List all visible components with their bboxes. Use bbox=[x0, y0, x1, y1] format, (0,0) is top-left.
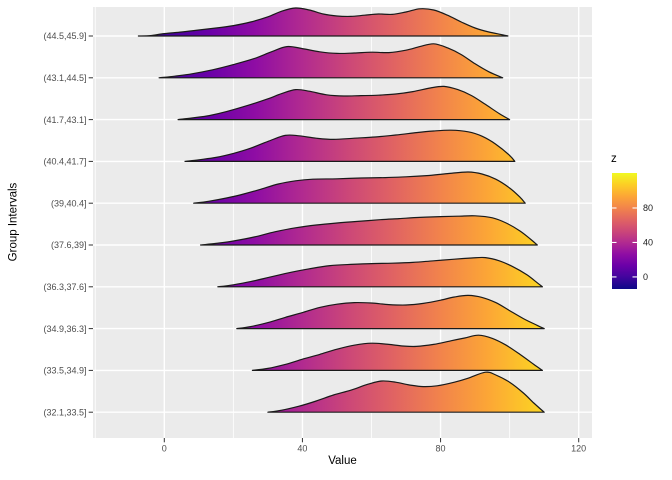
y-tick-label: (33.5,34.9] bbox=[43, 366, 86, 376]
y-tick-label: (40.4,41.7] bbox=[43, 157, 86, 167]
ridge-2 bbox=[177, 85, 511, 121]
x-axis-title: Value bbox=[328, 455, 357, 467]
y-tick-label: (39,40.4] bbox=[51, 198, 87, 208]
y-tick-label: (37.6,39] bbox=[51, 240, 87, 250]
legend-tick-label: 40 bbox=[643, 238, 653, 248]
legend-tick-label: 80 bbox=[643, 203, 653, 213]
y-tick-label: (43.1,44.5] bbox=[43, 73, 86, 83]
legend-colorbar bbox=[612, 173, 637, 289]
ridge-4 bbox=[193, 171, 526, 204]
x-tick-label: 80 bbox=[436, 444, 446, 454]
y-tick-label: (34.9,36.3] bbox=[43, 324, 86, 334]
x-tick-label: 40 bbox=[297, 444, 307, 454]
y-axis-title: Group Intervals bbox=[7, 182, 20, 262]
y-tick-label: (36.3,37.6] bbox=[43, 282, 86, 292]
ridge-8 bbox=[251, 334, 543, 371]
legend-tick-label: 0 bbox=[643, 272, 648, 282]
y-tick-label: (44.5,45.9] bbox=[43, 31, 86, 41]
ridge-5 bbox=[200, 215, 538, 246]
x-tick-label: 0 bbox=[162, 444, 167, 454]
ridge-6 bbox=[217, 256, 543, 288]
legend-title: z bbox=[611, 153, 617, 165]
ridge-7 bbox=[236, 294, 545, 330]
x-tick-label: 120 bbox=[571, 444, 586, 454]
y-tick-label: (32.1,33.5] bbox=[43, 407, 86, 417]
ridge-3 bbox=[184, 129, 516, 162]
ridge-1 bbox=[158, 43, 504, 79]
ridge-0 bbox=[137, 7, 509, 37]
y-tick-label: (41.7,43.1] bbox=[43, 115, 86, 125]
ridge-9 bbox=[267, 371, 545, 413]
